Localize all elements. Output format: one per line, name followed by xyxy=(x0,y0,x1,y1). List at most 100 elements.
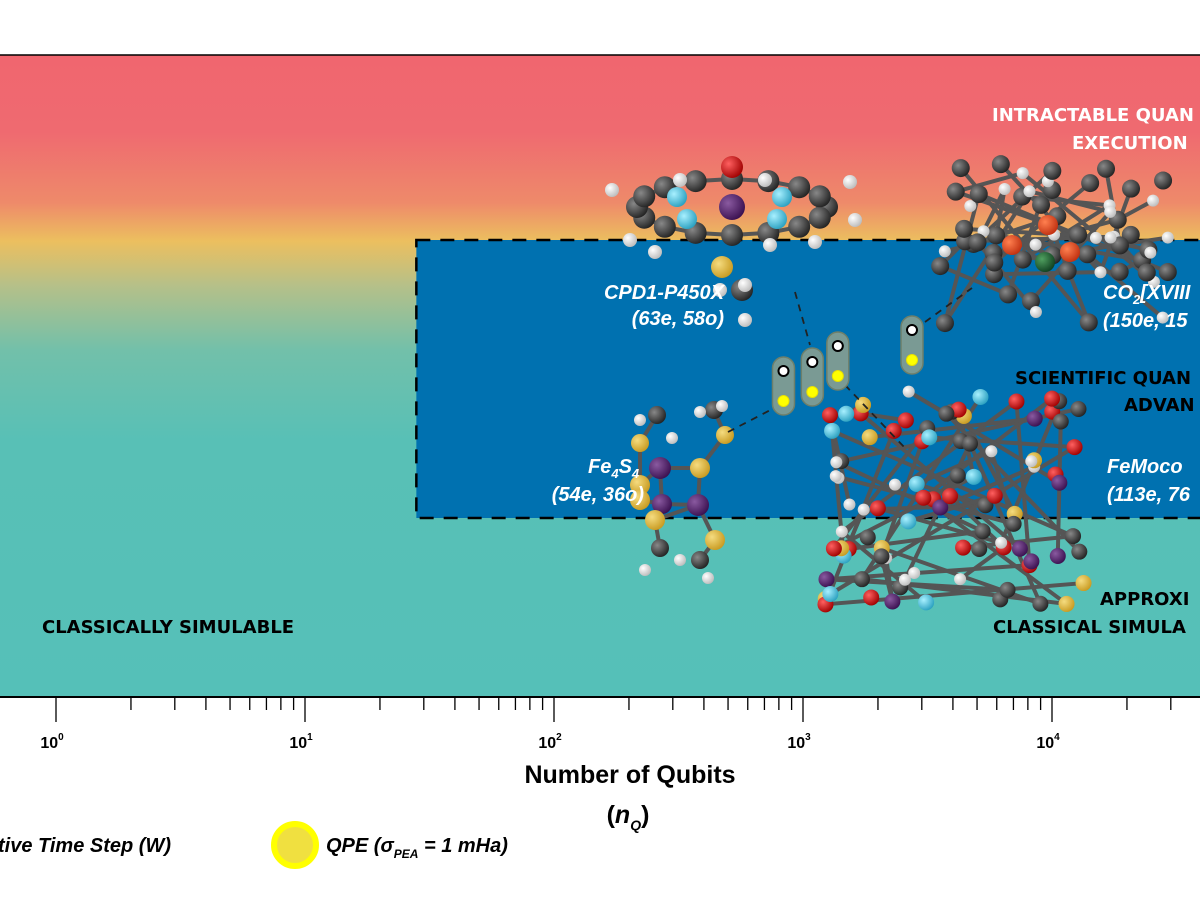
atom xyxy=(971,540,988,557)
atom xyxy=(968,233,987,252)
connector-cpd1 xyxy=(794,291,811,346)
svg-text:(113e, 76: (113e, 76 xyxy=(1107,484,1191,506)
atom xyxy=(1089,231,1102,244)
atom xyxy=(857,503,870,516)
atom xyxy=(884,593,901,610)
atom xyxy=(938,405,955,422)
atom xyxy=(623,233,637,247)
tick-label: 103 xyxy=(787,732,811,752)
connector-lines xyxy=(727,287,973,449)
atom xyxy=(885,422,902,439)
atom xyxy=(974,523,991,540)
atom xyxy=(1049,547,1066,564)
atom xyxy=(808,206,831,229)
atom xyxy=(677,209,697,229)
atom xyxy=(1052,413,1069,430)
atom xyxy=(687,494,709,516)
atom xyxy=(824,422,841,439)
connector-fe4s4 xyxy=(727,404,781,433)
legend-marker-qpe xyxy=(271,821,319,869)
x-axis-ticks xyxy=(55,697,1172,722)
atom xyxy=(1011,540,1028,557)
atom xyxy=(1075,575,1092,592)
atom xyxy=(1043,161,1062,180)
atom xyxy=(915,489,932,506)
atom xyxy=(964,199,977,212)
svg-text:INTRACTABLE QUAN: INTRACTABLE QUAN xyxy=(992,105,1194,126)
atom xyxy=(1016,167,1029,180)
atom xyxy=(1005,515,1022,532)
label-femoco: FeMoco (113e, 76 xyxy=(1107,456,1191,506)
tick-label: 101 xyxy=(289,732,313,752)
atom xyxy=(1147,194,1160,207)
data-point-pair xyxy=(826,331,850,391)
atom xyxy=(713,283,727,297)
atom xyxy=(985,253,1004,272)
atom xyxy=(653,215,676,238)
atom xyxy=(1104,231,1117,244)
atom xyxy=(995,536,1008,549)
atom xyxy=(961,435,978,452)
atom xyxy=(1066,439,1083,456)
atom xyxy=(634,414,646,426)
atom xyxy=(1038,215,1058,235)
x-axis-title: Number of Qubits xyxy=(524,761,735,789)
label-co2: CO2[XVIII (150e, 15 xyxy=(1103,282,1191,332)
atom xyxy=(897,412,914,429)
atom xyxy=(1058,261,1077,280)
tick-label: 100 xyxy=(40,732,64,752)
atom xyxy=(788,176,811,199)
atom xyxy=(772,187,792,207)
label-cpd1: CPD1-P450X (63e, 58o) xyxy=(604,282,726,330)
atom xyxy=(1029,306,1042,319)
atom xyxy=(949,467,966,484)
atom xyxy=(935,314,954,333)
atom xyxy=(838,405,855,422)
atom xyxy=(738,278,752,292)
atom xyxy=(1058,595,1075,612)
atom xyxy=(1044,390,1061,407)
svg-text:CPD1-P450X: CPD1-P450X xyxy=(604,282,726,304)
atom xyxy=(1008,393,1025,410)
x-axis-tick-labels: 100 101 102 103 104 xyxy=(40,732,1060,752)
atom xyxy=(998,182,1011,195)
atom xyxy=(818,571,835,588)
atom xyxy=(825,540,842,557)
atom xyxy=(1051,474,1068,491)
atom xyxy=(946,182,965,201)
point-qpe xyxy=(905,354,918,366)
atom xyxy=(702,572,714,584)
atom xyxy=(1104,205,1117,218)
point-qpe xyxy=(777,395,790,407)
atom xyxy=(908,567,921,580)
atom xyxy=(1137,263,1156,282)
atom xyxy=(941,488,958,505)
atom xyxy=(1071,543,1088,560)
atom xyxy=(830,456,843,469)
atom xyxy=(1025,455,1038,468)
atom xyxy=(1002,235,1022,255)
atom xyxy=(932,499,949,516)
atom xyxy=(721,224,743,246)
atom xyxy=(999,285,1018,304)
atom xyxy=(873,548,890,565)
svg-text:(150e, 15: (150e, 15 xyxy=(1103,310,1188,332)
atom xyxy=(1122,179,1141,198)
atom xyxy=(931,257,950,276)
atom xyxy=(1035,252,1055,272)
data-point-pair xyxy=(800,347,825,407)
atom xyxy=(1156,311,1169,324)
point-time-step xyxy=(806,356,819,368)
molecule-femoco xyxy=(817,385,1092,613)
atom xyxy=(1026,410,1043,427)
atom xyxy=(1029,238,1042,251)
atom xyxy=(969,185,988,204)
atom xyxy=(1081,174,1100,193)
atom xyxy=(767,209,787,229)
atom xyxy=(808,185,831,208)
atom xyxy=(1032,195,1051,214)
atom xyxy=(1097,159,1116,178)
atom xyxy=(900,513,917,530)
atom xyxy=(986,487,1003,504)
atom xyxy=(955,539,972,556)
